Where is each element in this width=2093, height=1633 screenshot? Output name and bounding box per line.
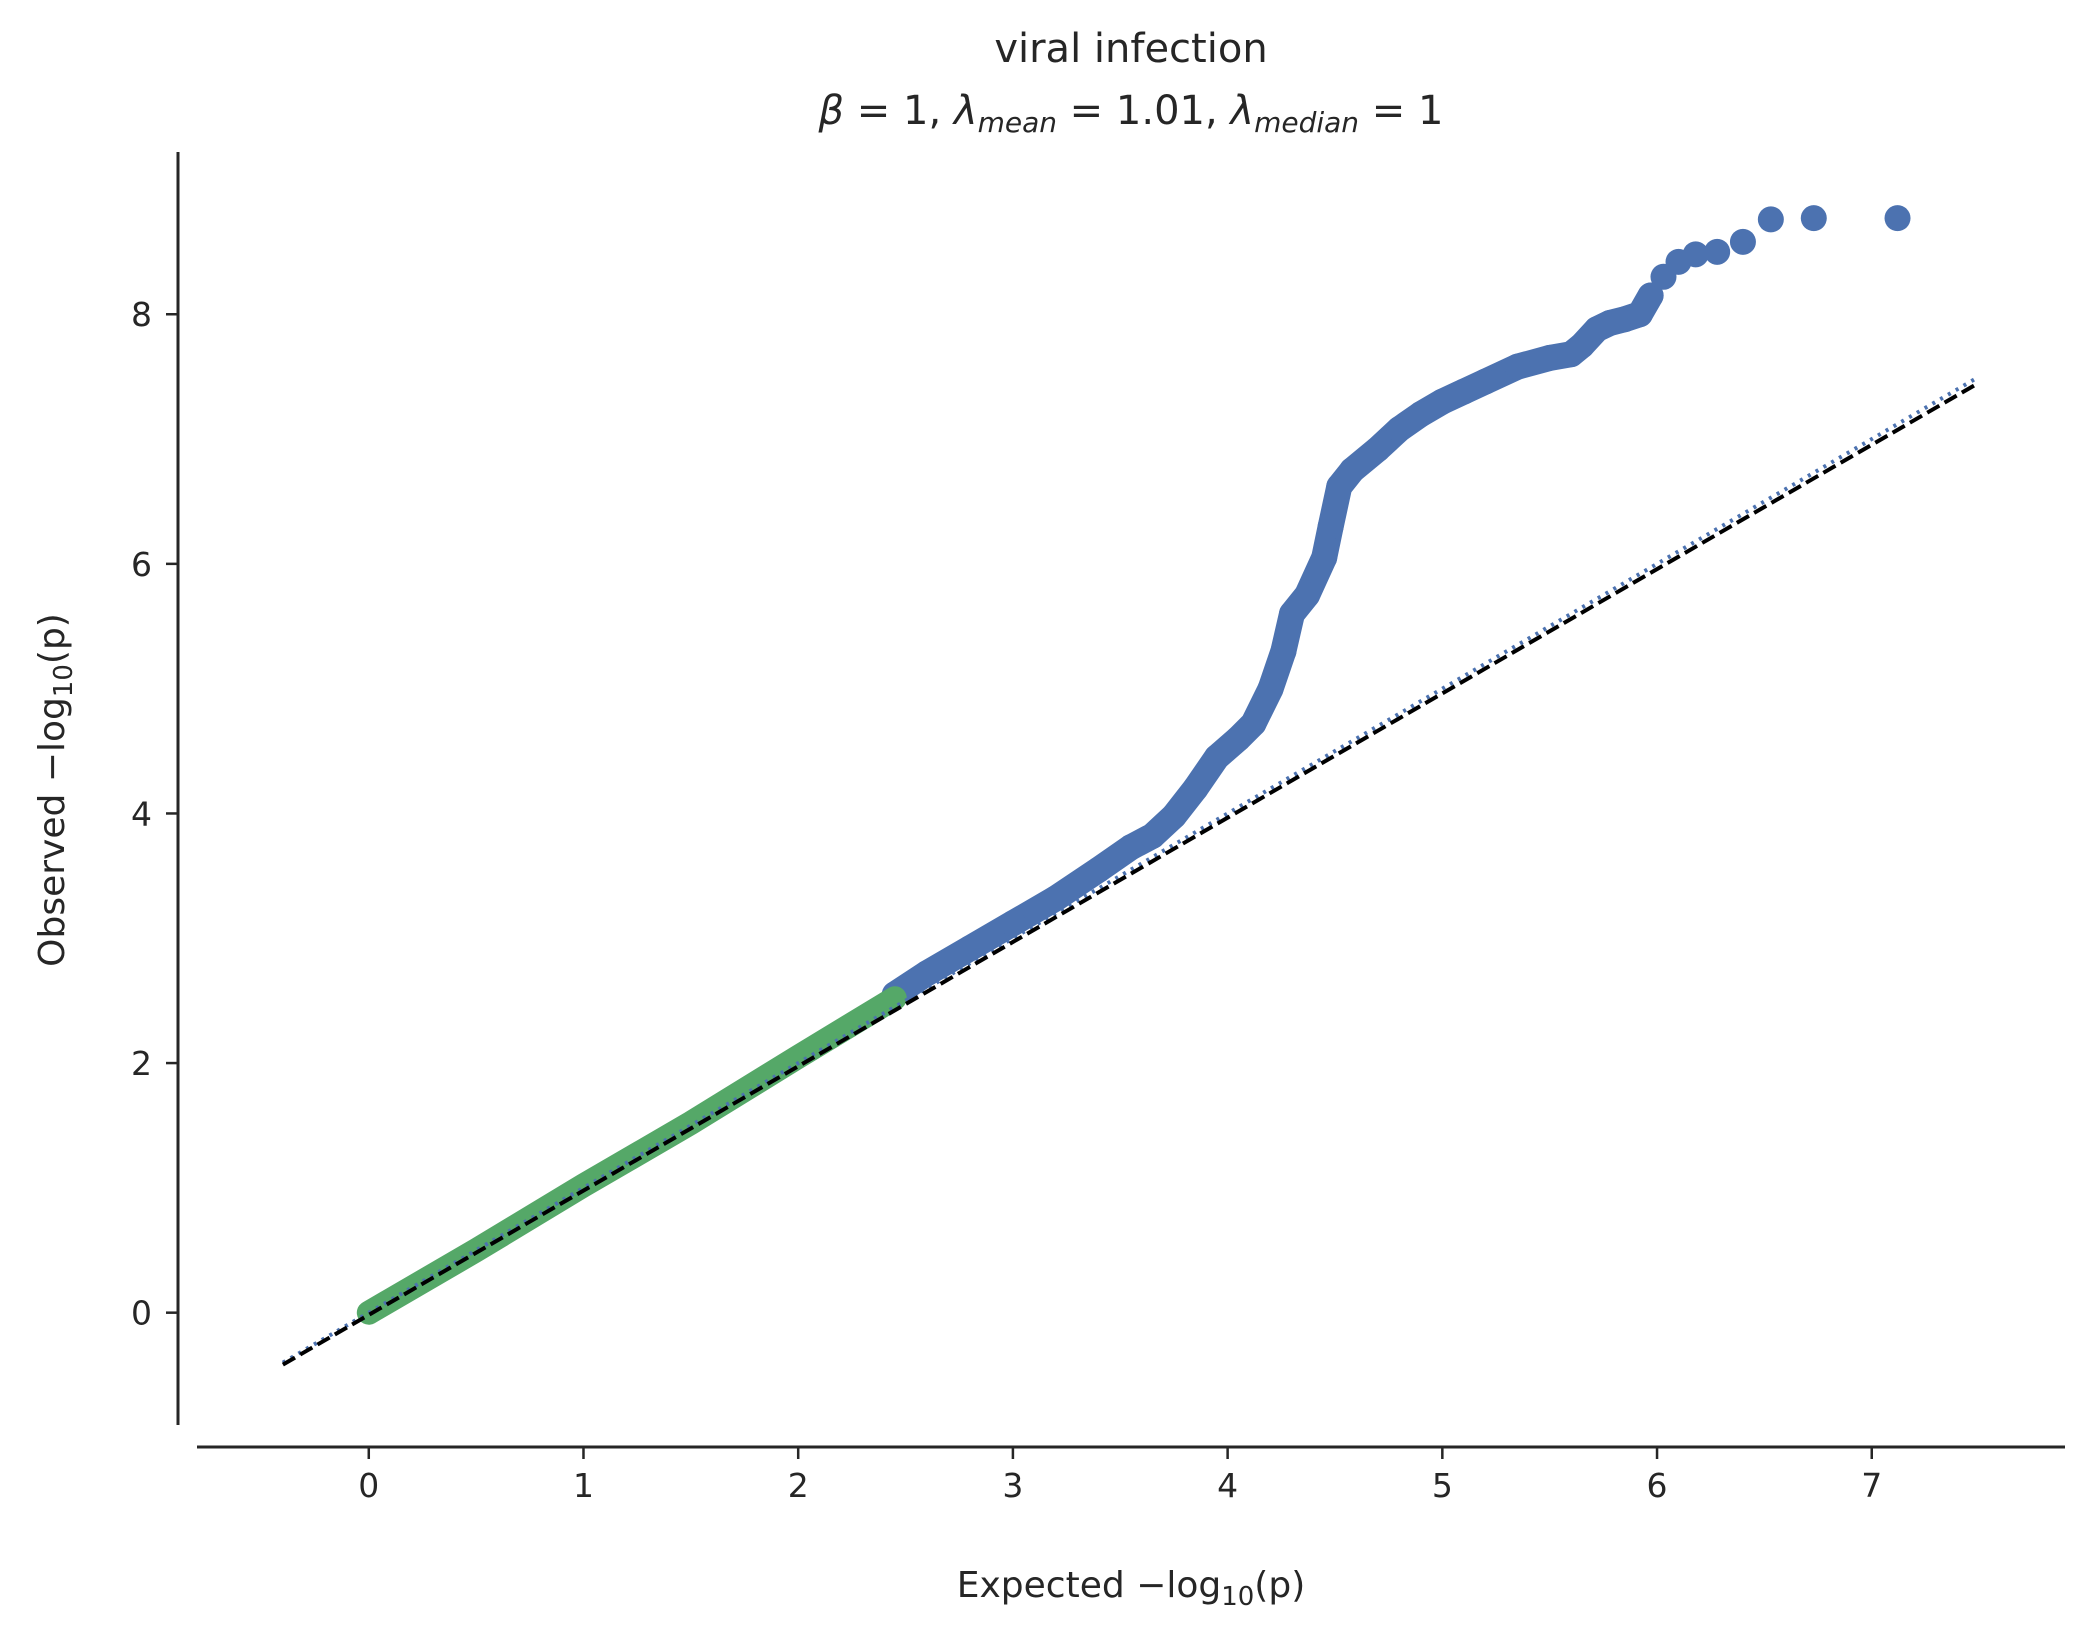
- y-tick-label: 8: [131, 295, 152, 334]
- observed-point: [1240, 710, 1267, 737]
- observed-point: [1339, 457, 1366, 484]
- y-tick-label: 2: [131, 1044, 152, 1083]
- observed-point: [1536, 344, 1563, 371]
- x-axis-label-pre: Expected −log: [957, 1565, 1221, 1606]
- observed-point: [1139, 822, 1166, 849]
- subtitle-lambda-mean-sub: mean: [978, 106, 1057, 139]
- y-axis-label: Observed −log10(p): [32, 613, 79, 967]
- observed-point: [1085, 856, 1112, 883]
- null-region-band: [356, 986, 907, 1325]
- x-tick-label: 3: [1002, 1466, 1023, 1505]
- null-region-series: [356, 986, 907, 1325]
- observed-point: [1704, 238, 1731, 265]
- observed-point: [1118, 834, 1144, 861]
- observed-point: [999, 910, 1026, 937]
- y-axis-label-post: (p): [32, 613, 73, 664]
- subtitle-beta-eq: = 1,: [844, 88, 954, 134]
- x-tick-label: 0: [358, 1466, 379, 1505]
- observed-point: [1257, 675, 1284, 702]
- x-axis-label-sub: 10: [1221, 1582, 1254, 1612]
- observed-point: [1800, 205, 1827, 232]
- observed-point: [1407, 401, 1434, 428]
- observed-point: [1279, 600, 1306, 627]
- chart-title: viral infection: [994, 26, 1267, 72]
- subtitle-lambda-median-eq: = 1: [1359, 88, 1443, 134]
- y-ticks: 0 2 4 6 8: [131, 295, 178, 1333]
- y-axis-label-sub: 10: [49, 664, 79, 697]
- x-tick-label: 1: [573, 1466, 594, 1505]
- observed-point: [1317, 513, 1344, 540]
- x-axis-label-post: (p): [1254, 1565, 1305, 1606]
- reference-line-dotted: [281, 374, 1981, 1365]
- observed-point: [1311, 544, 1338, 571]
- x-ticks: 0 1 2 3 4 5 6 7: [358, 1447, 1882, 1505]
- y-tick-label: 0: [131, 1294, 152, 1333]
- observed-point: [1682, 241, 1709, 268]
- observed-point: [956, 935, 983, 962]
- observed-point: [1386, 416, 1413, 443]
- observed-point: [1472, 368, 1499, 395]
- observed-point: [1042, 885, 1069, 912]
- observed-point: [1450, 378, 1477, 405]
- y-tick-label: 4: [131, 794, 152, 833]
- x-axis-label: Expected −log10(p): [957, 1565, 1306, 1612]
- observed-point: [1364, 436, 1391, 463]
- observed-point: [914, 960, 941, 987]
- observed-point: [1182, 775, 1209, 802]
- subtitle-lambda-mean-symbol: λ: [952, 88, 978, 134]
- reference-line-dashed: [281, 380, 1981, 1367]
- observed-point: [1203, 744, 1230, 771]
- subtitle-beta-symbol: β: [818, 88, 845, 134]
- reference-lines: [281, 374, 1981, 1367]
- observed-point: [1757, 206, 1784, 233]
- subtitle-lambda-mean-eq: = 1.01,: [1057, 88, 1230, 134]
- observed-series: [881, 205, 1911, 1008]
- x-tick-label: 2: [788, 1466, 809, 1505]
- y-tick-label: 6: [131, 545, 152, 584]
- subtitle-lambda-median-symbol: λ: [1228, 88, 1254, 134]
- subtitle-lambda-median-sub: median: [1254, 106, 1359, 139]
- observed-point: [1160, 802, 1187, 829]
- observed-point: [1294, 582, 1321, 609]
- observed-point: [1504, 353, 1531, 380]
- observed-point: [1270, 638, 1297, 665]
- x-tick-label: 5: [1432, 1466, 1453, 1505]
- x-tick-label: 6: [1647, 1466, 1668, 1505]
- observed-point: [1429, 388, 1456, 415]
- observed-point: [1637, 282, 1664, 309]
- observed-point: [1729, 228, 1756, 255]
- y-axis-label-pre: Observed −log: [32, 697, 73, 967]
- observed-point: [1884, 205, 1911, 232]
- chart-subtitle: β = 1, λmean = 1.01, λmedian = 1: [818, 88, 1444, 139]
- x-tick-label: 7: [1861, 1466, 1882, 1505]
- x-tick-label: 4: [1217, 1466, 1238, 1505]
